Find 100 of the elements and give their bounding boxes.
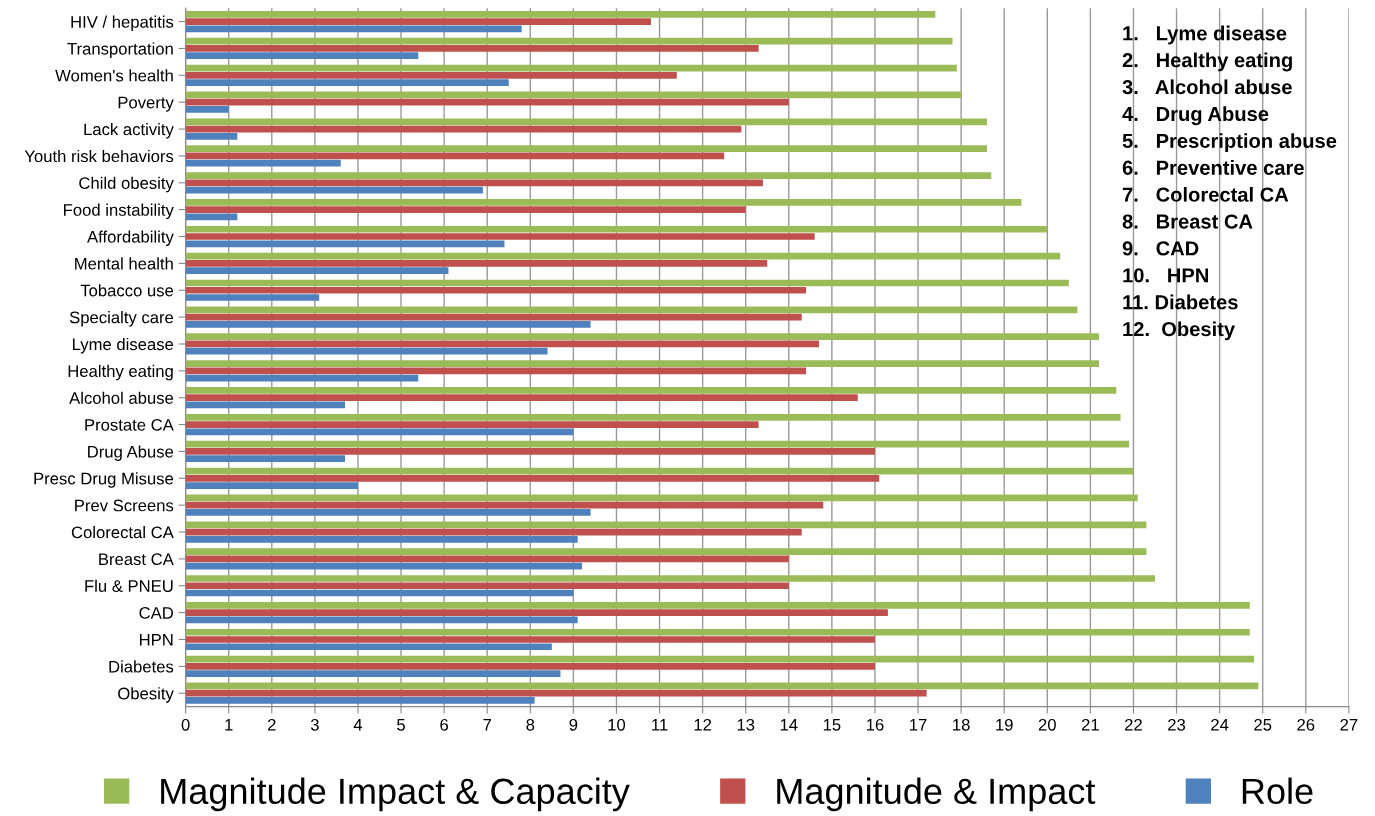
- y-tick-label: Healthy eating: [68, 364, 173, 381]
- bar: [185, 535, 578, 543]
- bar: [185, 509, 591, 516]
- x-tick-label: 3: [310, 718, 319, 731]
- y-tick-label: Alcohol abuse: [69, 391, 174, 404]
- bar: [185, 347, 548, 355]
- x-tick-label: 14: [780, 719, 798, 731]
- bar: [185, 501, 824, 509]
- y-tick-label: Specialty care: [69, 311, 174, 327]
- bar: [185, 548, 1147, 555]
- x-tick-label: 22: [1125, 718, 1142, 731]
- annotation: 2. Healthy eating: [1122, 52, 1292, 72]
- x-tick-label: 24: [1211, 718, 1229, 731]
- legend-label: Role: [1242, 777, 1313, 805]
- annotation: 8. Breast CA: [1122, 214, 1253, 229]
- x-tick-label: 18: [953, 718, 970, 731]
- annotation: 5. Prescription abuse: [1122, 133, 1337, 152]
- x-tick-label: 9: [569, 718, 578, 731]
- x-tick-label: 25: [1254, 718, 1272, 731]
- y-tick-label: Prostate CA: [85, 418, 174, 431]
- y-tick-label: Child obesity: [79, 176, 174, 193]
- bar: [185, 394, 858, 402]
- bar: [185, 474, 880, 482]
- bar: [185, 79, 509, 86]
- bar: [185, 321, 591, 328]
- x-tick-label: 0: [181, 718, 190, 731]
- bar: [185, 10, 936, 18]
- bar: [185, 643, 552, 651]
- x-tick-label: 1: [225, 719, 233, 731]
- bar: [185, 118, 987, 126]
- annotation: 1. Lyme disease: [1123, 25, 1287, 45]
- bar: [185, 670, 561, 677]
- bar: [185, 636, 875, 643]
- bar: [185, 689, 927, 697]
- bar: [185, 697, 535, 704]
- bar: [185, 179, 763, 187]
- bar: [185, 602, 1250, 609]
- bar: [185, 145, 987, 153]
- bar: [185, 609, 888, 616]
- bar: [185, 233, 815, 240]
- bar: [185, 448, 875, 455]
- annotation: 9. CAD: [1122, 241, 1199, 256]
- x-tick-label: 10: [608, 718, 626, 731]
- x-tick-label: 19: [996, 718, 1013, 731]
- y-tick-label: Drug Abuse: [88, 445, 174, 461]
- legend-label: Magnitude Impact & Capacity: [161, 777, 630, 812]
- bar: [185, 663, 875, 670]
- y-tick-label: HPN: [140, 634, 173, 646]
- bar: [185, 575, 1155, 582]
- annotation: 6. Preventive care: [1122, 160, 1304, 175]
- bar: [185, 294, 320, 301]
- bar: [185, 482, 358, 489]
- bar: [185, 45, 759, 52]
- bar: [185, 71, 677, 79]
- y-tick-label: CAD: [139, 607, 174, 619]
- x-tick-label: 17: [910, 719, 927, 731]
- y-tick-label: Presc Drug Misuse: [34, 472, 174, 488]
- bar: [185, 267, 449, 274]
- y-tick-label: Flu & PNEU: [85, 579, 173, 592]
- bar: [185, 25, 522, 33]
- bar: [185, 286, 807, 294]
- x-tick-label: 23: [1168, 718, 1186, 731]
- y-tick-label: Lyme disease: [72, 337, 174, 354]
- bar: [185, 159, 341, 167]
- y-tick-label: Tobacco use: [80, 284, 174, 297]
- x-tick-label: 16: [866, 718, 884, 731]
- bar: [185, 260, 768, 267]
- y-tick-label: Women's health: [55, 69, 173, 82]
- y-tick-label: Obesity: [118, 687, 174, 703]
- x-tick-label: 12: [694, 718, 712, 731]
- x-tick-label: 21: [1081, 718, 1099, 731]
- y-tick-label: Lack activity: [84, 123, 174, 139]
- bar: [185, 199, 1022, 206]
- x-tick-label: 11: [652, 719, 668, 731]
- bar: [185, 413, 1121, 421]
- x-tick-label: 4: [353, 719, 363, 731]
- x-tick-label: 6: [440, 718, 449, 731]
- bar: [185, 132, 238, 140]
- bar: [185, 421, 759, 428]
- y-tick-label: Transportation: [67, 42, 173, 58]
- bar: [185, 225, 1048, 233]
- bar: [185, 37, 953, 45]
- bar: [185, 52, 419, 60]
- bar: [185, 440, 1130, 448]
- x-tick-label: 2: [268, 718, 276, 731]
- bar: [185, 562, 582, 570]
- bar: [185, 582, 789, 590]
- y-tick-label: Youth risk behaviors: [24, 149, 174, 163]
- x-tick-label: 5: [397, 719, 405, 731]
- bar: [185, 387, 1117, 394]
- x-tick-label: 7: [483, 719, 492, 731]
- y-tick-label: Prev Screens: [75, 499, 174, 512]
- y-tick-label: Poverty: [118, 96, 174, 112]
- x-tick-label: 26: [1297, 718, 1315, 731]
- y-tick-label: HIV / hepatitis: [71, 15, 174, 32]
- annotation: 12. Obesity: [1123, 321, 1235, 341]
- annotation: 10. HPN: [1123, 268, 1208, 283]
- annotation: 3. Alcohol abuse: [1122, 79, 1292, 95]
- y-tick-label: Mental health: [75, 257, 173, 270]
- bar: [185, 306, 1078, 314]
